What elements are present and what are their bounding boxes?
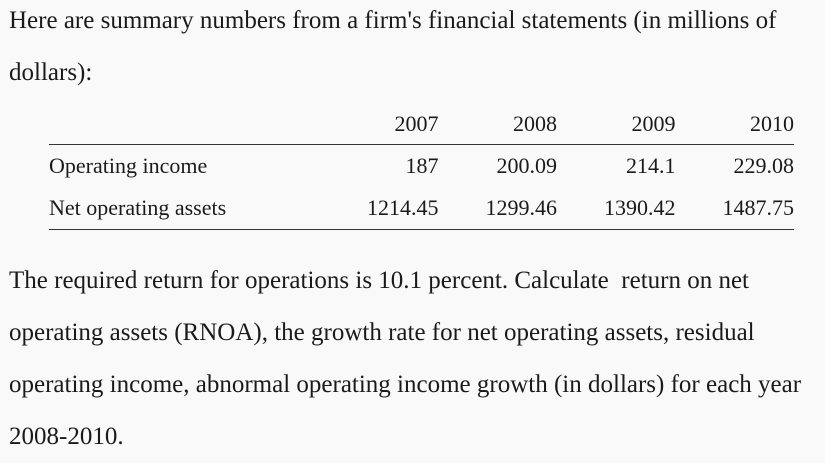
year-header: 2008 (438, 104, 558, 145)
question-text: The required return for operations is 10… (9, 267, 808, 450)
table-row: Operating income 187 200.09 214.1 229.08 (49, 145, 794, 188)
table-cell: 229.08 (733, 153, 795, 178)
table-row: Net operating assets 1214.45 1299.46 139… (49, 187, 794, 230)
problem-page: Here are summary numbers from a firm's f… (9, 7, 801, 450)
year-header: 2010 (675, 104, 794, 145)
year-header: 2007 (320, 104, 439, 145)
table-cell: 1299.46 (438, 187, 558, 230)
table-cell: 187 (405, 153, 439, 178)
row-label: Net operating assets (49, 187, 321, 230)
financial-summary-table: 2007 2008 2009 2010 Operating income 187… (49, 104, 794, 230)
table-cell: 1390.42 (557, 187, 676, 230)
year-header: 2009 (557, 104, 676, 145)
table-cell: 1214.45 (320, 187, 439, 230)
intro-text: Here are summary numbers from a firm's f… (9, 7, 783, 86)
table-header-row: 2007 2008 2009 2010 (49, 104, 794, 145)
corner-header (49, 104, 321, 145)
table-cell: 200.09 (496, 153, 558, 178)
table-cell: 214.1 (625, 153, 676, 178)
row-label: Operating income (49, 153, 208, 178)
table-cell: 1487.75 (675, 187, 794, 230)
